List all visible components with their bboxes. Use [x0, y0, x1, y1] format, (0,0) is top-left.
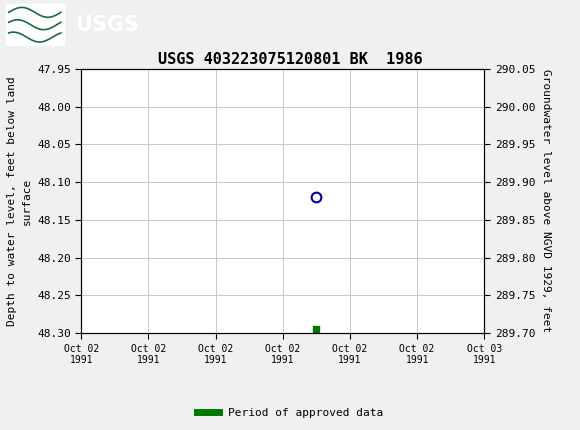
Y-axis label: Groundwater level above NGVD 1929, feet: Groundwater level above NGVD 1929, feet	[541, 69, 551, 333]
Text: USGS 403223075120801 BK  1986: USGS 403223075120801 BK 1986	[158, 52, 422, 67]
FancyBboxPatch shape	[6, 4, 64, 46]
Y-axis label: Depth to water level, feet below land
surface: Depth to water level, feet below land su…	[8, 76, 31, 326]
Text: USGS: USGS	[75, 15, 139, 35]
Legend: Period of approved data: Period of approved data	[193, 403, 387, 422]
